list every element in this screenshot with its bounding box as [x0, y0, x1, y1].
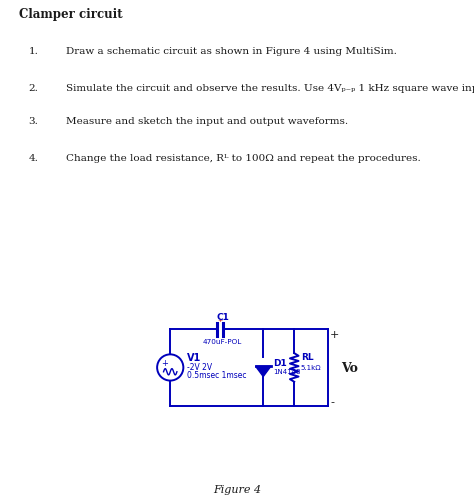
Text: Figure 4: Figure 4: [213, 484, 261, 494]
Text: Change the load resistance, Rᴸ to 100Ω and repeat the procedures.: Change the load resistance, Rᴸ to 100Ω a…: [66, 154, 421, 163]
Text: 2.: 2.: [28, 83, 38, 92]
Text: 3.: 3.: [28, 117, 38, 126]
Polygon shape: [255, 367, 271, 377]
Text: 470uF-POL: 470uF-POL: [203, 339, 242, 345]
Text: D1: D1: [273, 359, 286, 367]
Text: Measure and sketch the input and output waveforms.: Measure and sketch the input and output …: [66, 117, 348, 126]
Text: +: +: [330, 330, 339, 339]
Text: -: -: [330, 396, 334, 406]
Text: +: +: [218, 318, 223, 323]
Text: 5.1kΩ: 5.1kΩ: [301, 365, 321, 371]
Text: 1.: 1.: [28, 47, 38, 56]
Text: RL: RL: [301, 353, 313, 362]
Text: +: +: [161, 358, 168, 367]
Text: 0.5msec 1msec: 0.5msec 1msec: [187, 370, 246, 379]
Text: Simulate the circuit and observe the results. Use 4Vₚ₋ₚ 1 kHz square wave input : Simulate the circuit and observe the res…: [66, 83, 474, 92]
Text: C1: C1: [216, 312, 229, 321]
Text: -2V 2V: -2V 2V: [187, 362, 212, 371]
Text: Vo: Vo: [341, 361, 357, 374]
Text: 4.: 4.: [28, 154, 38, 163]
Text: V1: V1: [187, 353, 201, 363]
Text: 1N4148: 1N4148: [273, 368, 300, 374]
Text: Clamper circuit: Clamper circuit: [19, 8, 123, 21]
Text: Draw a schematic circuit as shown in Figure 4 using MultiSim.: Draw a schematic circuit as shown in Fig…: [66, 47, 397, 56]
